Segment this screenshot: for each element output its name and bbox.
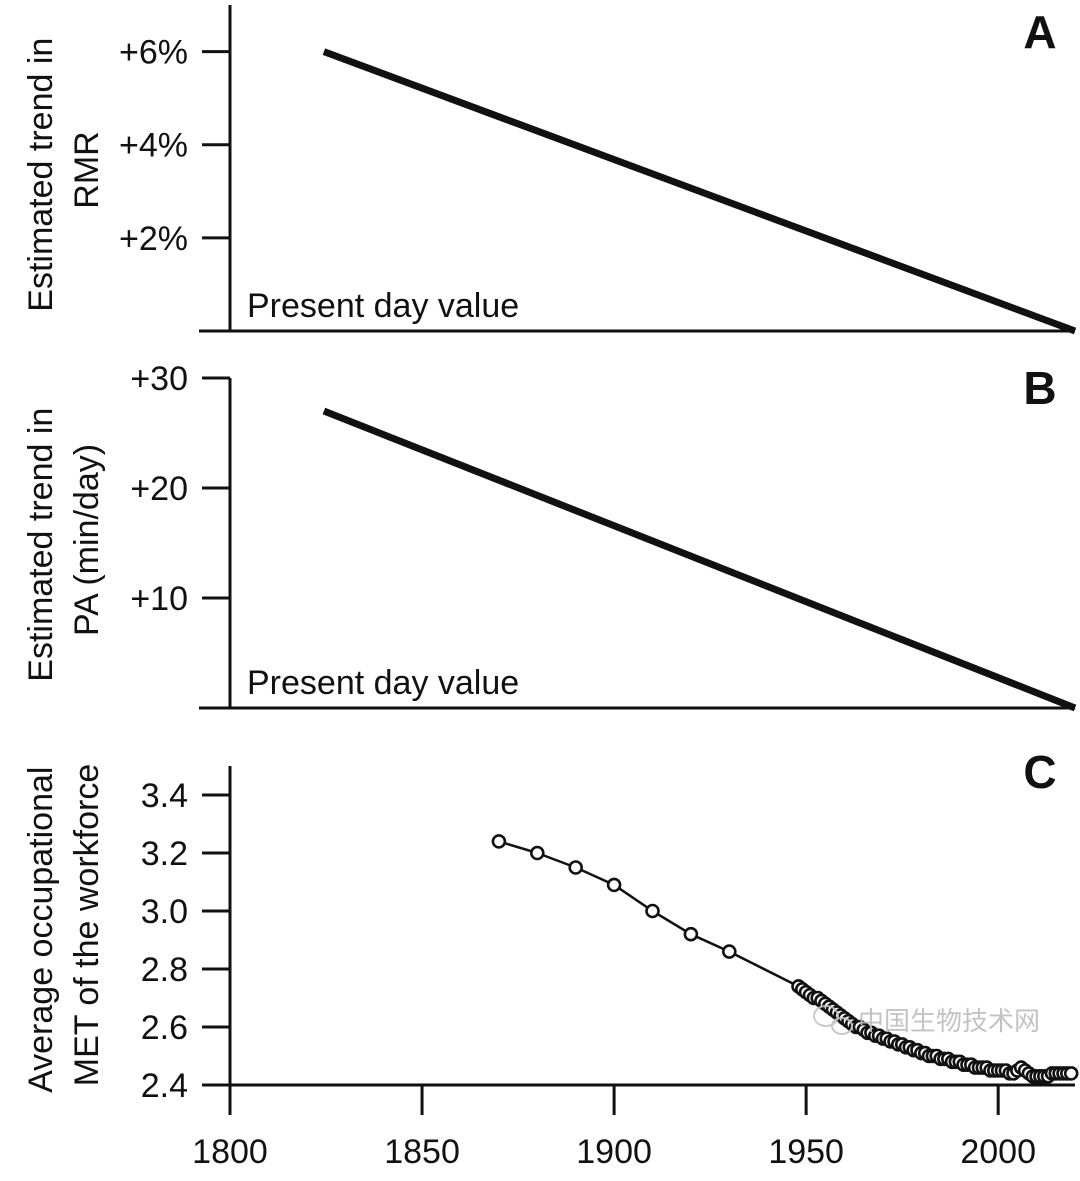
- panel-c-data-point: [491, 834, 507, 849]
- panel-c-data-point: [1063, 1066, 1079, 1081]
- panel-b-y-tick-label: +10: [130, 580, 188, 618]
- panel-c-y-tick-label: 2.8: [141, 951, 188, 989]
- panel-c-series-line: [498, 840, 1072, 1078]
- panel-c: 3.43.23.02.82.62.4 1800 1850 1900 1950 2000 …: [22, 746, 1079, 1171]
- panel-c-y-tick-label: 2.4: [141, 1067, 188, 1105]
- panel-c-data-point: [721, 944, 737, 959]
- panel-c-data-point: [683, 926, 699, 942]
- panel-b: +30 +20 +10 Estimated trend in PA (min/day…: [22, 360, 1077, 712]
- panel-c-x-tick-label: 1800: [192, 1133, 268, 1171]
- panel-c-letter: C: [1023, 746, 1056, 798]
- panel-a-y-axis-title: Estimated trend in RMR: [22, 28, 106, 311]
- panel-a: +6% +4% +2% Estimated trend in RMR Present…: [22, 5, 1077, 335]
- panel-c-y-tick-label: 3.2: [141, 835, 188, 873]
- panel-c-x-tick-label: 2000: [960, 1133, 1036, 1171]
- panel-c-data-point: [529, 845, 545, 861]
- panel-a-y-tick-label: +2%: [119, 220, 188, 258]
- panel-b-annotation: Present day value: [247, 664, 519, 702]
- panel-a-y-tick-label: +4%: [119, 127, 188, 165]
- panel-c-data-point: [606, 877, 622, 893]
- panel-a-annotation: Present day value: [247, 287, 519, 325]
- panel-c-y-title-line2: MET of the workforce: [68, 764, 106, 1087]
- panel-a-letter: A: [1023, 6, 1056, 58]
- panel-b-y-title-line2: PA (min/day): [68, 444, 106, 636]
- panel-a-series-line: [322, 48, 1077, 335]
- watermark: 中国生物技术网: [813, 1005, 1040, 1036]
- panel-b-series-line: [322, 407, 1077, 712]
- panel-a-y-tick-label: +6%: [119, 34, 188, 72]
- panel-c-x-tick-label: 1900: [576, 1133, 652, 1171]
- panel-c-y-axis-title: Average occupational MET of the workforc…: [22, 757, 106, 1093]
- panel-c-y-tick-label: 3.4: [141, 777, 188, 815]
- panel-c-y-tick-label: 2.6: [141, 1009, 188, 1047]
- panel-b-y-title-line1: Estimated trend in: [22, 408, 60, 682]
- panel-c-data-point: [568, 860, 584, 875]
- panel-c-x-tick-label: 1850: [384, 1133, 460, 1171]
- panel-a-y-title-line2: RMR: [68, 131, 106, 208]
- panel-c-data-point: [645, 903, 660, 919]
- panel-b-y-tick-label: +30: [130, 360, 188, 398]
- panel-c-y-title-line1: Average occupational: [22, 767, 60, 1093]
- panel-c-x-tick-label: 1950: [768, 1133, 844, 1171]
- wechat-icon: [813, 1005, 853, 1035]
- panel-b-y-tick-label: +20: [130, 470, 188, 508]
- panel-b-letter: B: [1023, 362, 1056, 414]
- panel-b-y-axis-title: Estimated trend in PA (min/day): [22, 398, 106, 681]
- panel-c-y-tick-label: 3.0: [141, 893, 188, 931]
- panel-a-y-title-line1: Estimated trend in: [22, 38, 60, 312]
- watermark-text: 中国生物技术网: [858, 1006, 1040, 1036]
